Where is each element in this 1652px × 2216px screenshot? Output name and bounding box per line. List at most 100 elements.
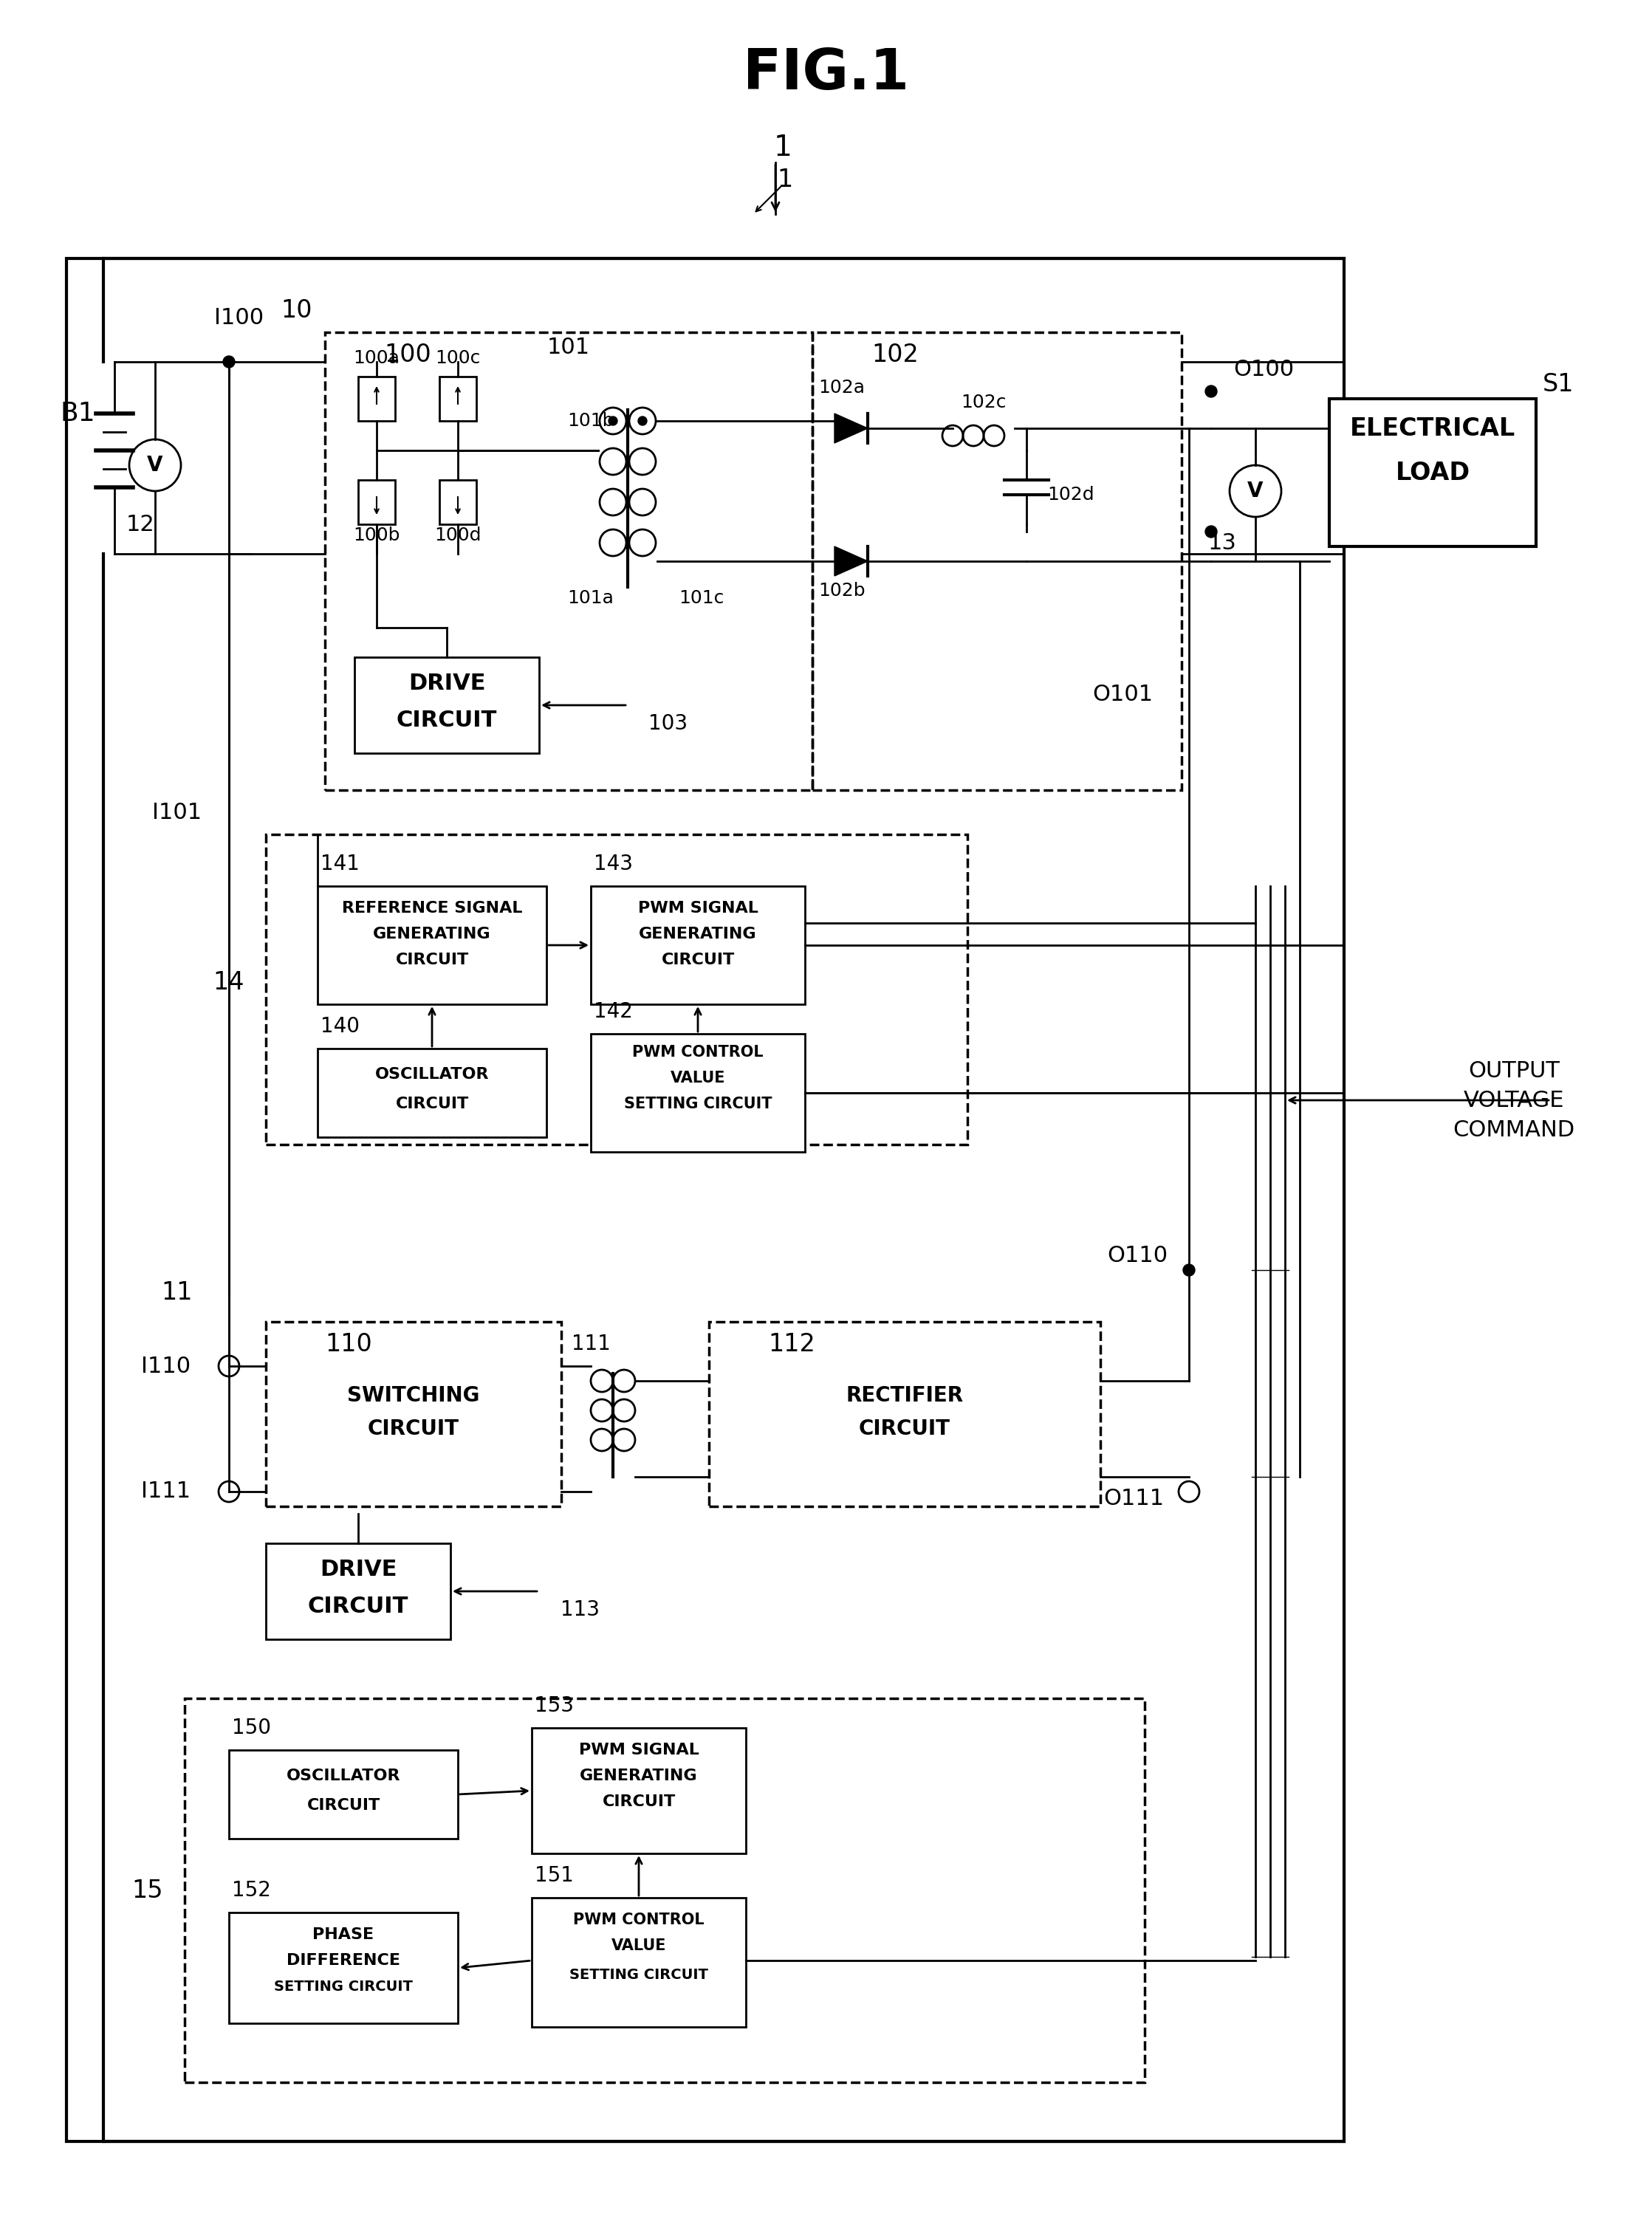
Text: 101c: 101c xyxy=(679,589,724,607)
Text: SETTING CIRCUIT: SETTING CIRCUIT xyxy=(624,1097,771,1110)
Text: 15: 15 xyxy=(132,1879,164,1904)
Text: 11: 11 xyxy=(162,1281,193,1305)
Bar xyxy=(813,332,1181,791)
Bar xyxy=(591,886,805,1004)
Text: 102c: 102c xyxy=(961,394,1006,412)
Circle shape xyxy=(1206,386,1218,397)
Text: PWM SIGNAL: PWM SIGNAL xyxy=(638,902,758,915)
Text: 100d: 100d xyxy=(434,527,481,545)
Circle shape xyxy=(638,417,648,425)
Text: CIRCUIT: CIRCUIT xyxy=(661,953,735,968)
Text: DIFFERENCE: DIFFERENCE xyxy=(286,1952,400,1968)
Text: 111: 111 xyxy=(572,1334,610,1354)
Text: VALUE: VALUE xyxy=(611,1939,666,1952)
Text: 152: 152 xyxy=(231,1879,271,1901)
Bar xyxy=(266,1542,451,1640)
Bar xyxy=(325,332,813,791)
Bar xyxy=(1330,399,1536,547)
Text: 141: 141 xyxy=(320,853,358,875)
Text: O101: O101 xyxy=(1092,683,1153,705)
Text: FIG.1: FIG.1 xyxy=(742,47,909,102)
Bar xyxy=(266,1321,562,1507)
Text: COMMAND: COMMAND xyxy=(1452,1119,1574,1141)
Bar xyxy=(591,1035,805,1152)
Text: LOAD: LOAD xyxy=(1396,461,1470,485)
Text: SETTING CIRCUIT: SETTING CIRCUIT xyxy=(274,1979,413,1994)
Bar xyxy=(358,481,395,525)
Text: 112: 112 xyxy=(768,1332,814,1356)
Bar xyxy=(185,1697,1145,2083)
Text: CIRCUIT: CIRCUIT xyxy=(307,1797,380,1813)
Text: I110: I110 xyxy=(142,1356,192,1376)
Circle shape xyxy=(129,439,182,492)
Text: 14: 14 xyxy=(213,971,244,995)
Text: O100: O100 xyxy=(1234,359,1294,379)
Text: 102d: 102d xyxy=(1047,485,1094,503)
Text: 100b: 100b xyxy=(354,527,400,545)
Text: OUTPUT: OUTPUT xyxy=(1469,1059,1559,1081)
Bar xyxy=(66,259,1345,2141)
Text: 101b: 101b xyxy=(567,412,615,430)
Text: 100: 100 xyxy=(383,341,431,366)
Text: PWM SIGNAL: PWM SIGNAL xyxy=(578,1742,699,1757)
Circle shape xyxy=(1229,465,1282,516)
Text: V: V xyxy=(147,454,164,476)
Text: 142: 142 xyxy=(593,1002,633,1022)
Text: CIRCUIT: CIRCUIT xyxy=(396,709,497,731)
Text: I111: I111 xyxy=(142,1480,192,1502)
Bar xyxy=(358,377,395,421)
Text: 100c: 100c xyxy=(434,350,481,368)
Text: 102a: 102a xyxy=(819,379,866,397)
Text: REFERENCE SIGNAL: REFERENCE SIGNAL xyxy=(342,902,522,915)
Text: 113: 113 xyxy=(560,1600,600,1620)
Text: O110: O110 xyxy=(1107,1245,1168,1265)
Bar xyxy=(266,835,968,1143)
Text: 13: 13 xyxy=(1208,532,1237,554)
Text: GENERATING: GENERATING xyxy=(373,926,491,942)
Text: B1: B1 xyxy=(59,401,96,425)
Polygon shape xyxy=(834,547,867,576)
Text: 102b: 102b xyxy=(818,583,866,601)
Text: 12: 12 xyxy=(126,514,155,534)
Bar xyxy=(709,1321,1100,1507)
Text: OSCILLATOR: OSCILLATOR xyxy=(375,1068,489,1081)
Text: GENERATING: GENERATING xyxy=(580,1768,697,1784)
Circle shape xyxy=(1206,525,1218,538)
Text: 140: 140 xyxy=(320,1017,358,1037)
Bar xyxy=(317,1048,547,1137)
Circle shape xyxy=(218,1480,240,1502)
Text: CIRCUIT: CIRCUIT xyxy=(368,1418,459,1438)
Circle shape xyxy=(218,1356,240,1376)
Text: SWITCHING: SWITCHING xyxy=(347,1385,479,1405)
Text: 153: 153 xyxy=(534,1695,573,1715)
Bar xyxy=(532,1728,745,1853)
Text: PWM CONTROL: PWM CONTROL xyxy=(633,1046,763,1059)
Text: CIRCUIT: CIRCUIT xyxy=(307,1596,408,1618)
Text: OSCILLATOR: OSCILLATOR xyxy=(286,1768,400,1784)
Text: PHASE: PHASE xyxy=(312,1928,373,1941)
Text: RECTIFIER: RECTIFIER xyxy=(846,1385,963,1405)
Text: I100: I100 xyxy=(215,306,264,328)
Text: CIRCUIT: CIRCUIT xyxy=(601,1795,676,1808)
Bar xyxy=(230,1751,458,1839)
Circle shape xyxy=(1178,1480,1199,1502)
Text: 101: 101 xyxy=(547,337,590,357)
Text: O111: O111 xyxy=(1104,1489,1165,1509)
Circle shape xyxy=(223,357,235,368)
Text: V: V xyxy=(1247,481,1264,501)
Text: GENERATING: GENERATING xyxy=(639,926,757,942)
Bar xyxy=(532,1897,745,2028)
Text: 151: 151 xyxy=(534,1866,573,1886)
Circle shape xyxy=(608,417,618,425)
Text: 110: 110 xyxy=(325,1332,372,1356)
Text: VOLTAGE: VOLTAGE xyxy=(1464,1090,1564,1110)
Text: ELECTRICAL: ELECTRICAL xyxy=(1350,417,1515,441)
Circle shape xyxy=(1183,1263,1194,1276)
Polygon shape xyxy=(834,414,867,443)
Text: PWM CONTROL: PWM CONTROL xyxy=(573,1912,704,1928)
Text: 101a: 101a xyxy=(568,589,615,607)
Text: CIRCUIT: CIRCUIT xyxy=(395,953,469,968)
Text: SETTING CIRCUIT: SETTING CIRCUIT xyxy=(570,1968,709,1983)
Text: S1: S1 xyxy=(1543,372,1574,397)
Text: 143: 143 xyxy=(593,853,633,875)
